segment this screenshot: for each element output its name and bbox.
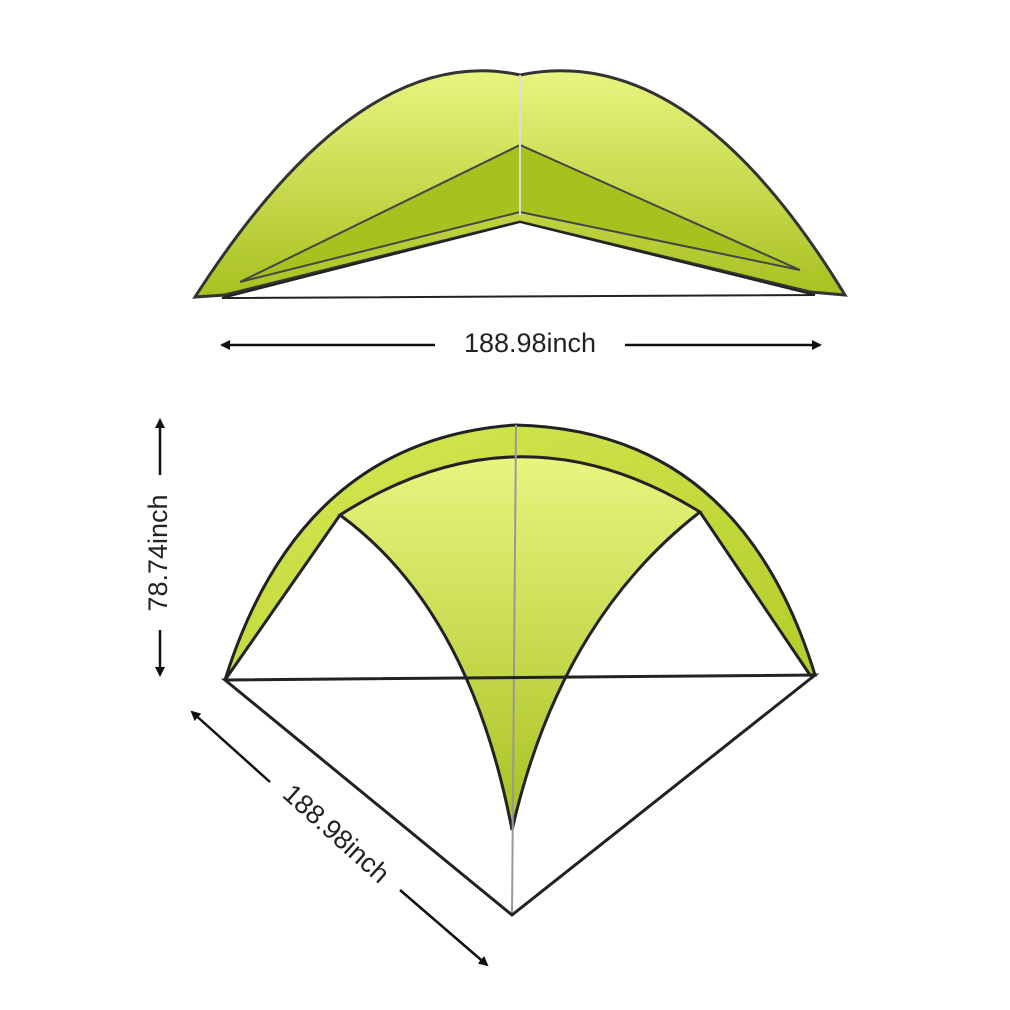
side-dimension: 188.98inch: [190, 710, 489, 967]
tent-corner-view: [220, 423, 820, 917]
tent-side-view: [192, 69, 848, 299]
dimension-label: 188.98inch: [464, 328, 596, 358]
dimension-label: 188.98inch: [277, 778, 395, 889]
dimension-label: 78.74inch: [143, 494, 173, 611]
top-dimension: 188.98inch: [220, 328, 822, 358]
height-dimension: 78.74inch: [143, 418, 173, 677]
